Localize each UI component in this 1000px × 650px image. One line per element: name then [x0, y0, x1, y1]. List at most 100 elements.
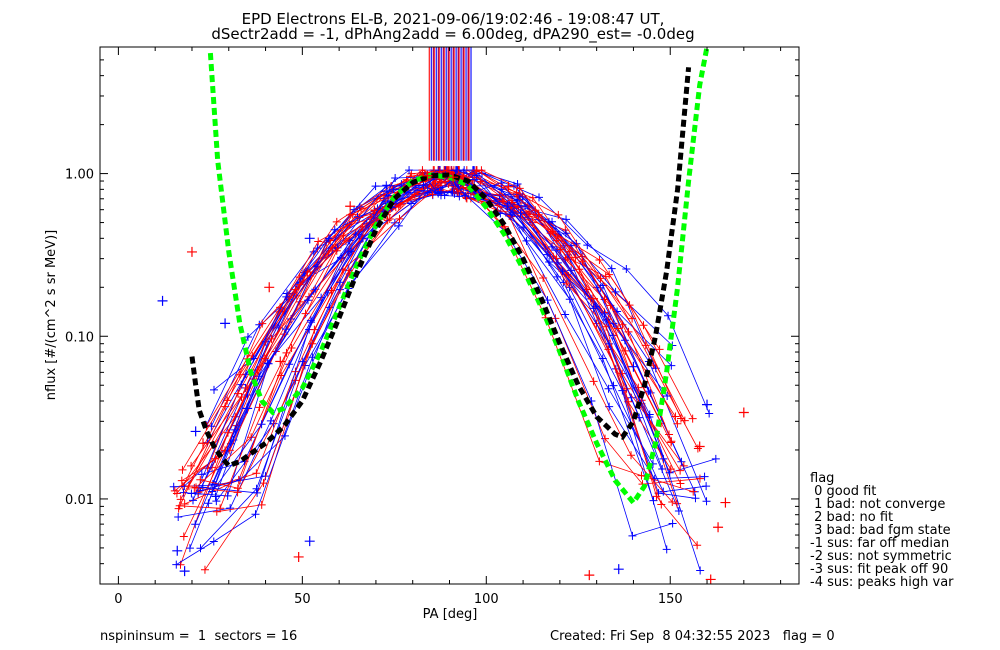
flag-legend: flag 0 good fit 1 bad: not converge 2 ba…: [810, 471, 954, 590]
data-point: [317, 293, 326, 302]
data-point: [282, 292, 291, 301]
legend-item: -1 sus: far off median: [810, 536, 949, 551]
data-point: [428, 190, 437, 199]
data-point: [441, 177, 450, 186]
data-point: [713, 522, 724, 533]
data-point: [524, 212, 533, 221]
data-point: [251, 510, 260, 519]
data-point: [220, 318, 231, 329]
x-tick-label: 100: [474, 592, 499, 607]
data-point: [693, 541, 702, 550]
profile-trace: [204, 170, 698, 571]
data-point: [696, 566, 705, 575]
black-fit-curve: [189, 67, 692, 469]
legend-item: 0 good fit: [810, 484, 876, 499]
data-point: [556, 245, 565, 254]
data-point: [624, 327, 633, 336]
data-point: [253, 488, 262, 497]
data-point: [644, 387, 653, 396]
profile-trace: [212, 176, 668, 485]
data-point: [186, 246, 197, 257]
profile-trace: [182, 169, 694, 471]
profile-trace: [211, 169, 696, 492]
data-point: [673, 419, 682, 428]
data-point: [252, 469, 261, 478]
data-point: [255, 403, 264, 412]
data-point: [189, 496, 198, 505]
profile-trace: [181, 184, 685, 482]
data-point: [391, 173, 400, 182]
data-point: [385, 214, 394, 223]
data-point: [595, 255, 604, 264]
data-point: [673, 499, 682, 508]
data-point: [295, 273, 304, 282]
data-point: [332, 246, 341, 255]
data-point: [674, 507, 683, 516]
data-point: [436, 191, 445, 200]
data-point: [652, 492, 661, 501]
data-point: [513, 196, 522, 205]
data-point: [565, 295, 574, 304]
data-point: [543, 296, 552, 305]
data-point: [688, 414, 697, 423]
data-point: [668, 519, 677, 528]
data-point: [554, 210, 563, 219]
data-point: [513, 179, 522, 188]
data-point: [381, 186, 392, 197]
data-point: [346, 211, 355, 220]
data-point: [371, 182, 380, 191]
data-point: [455, 192, 464, 201]
data-point: [589, 304, 598, 313]
data-point: [596, 274, 605, 283]
x-tick-label: 50: [294, 592, 311, 607]
data-point: [187, 461, 196, 470]
data-point: [350, 205, 359, 214]
spike-layer: [428, 47, 472, 161]
data-point: [264, 282, 275, 293]
x-axis-ticks: 0 50 100 150: [114, 47, 782, 607]
data-point: [562, 215, 571, 224]
data-point: [260, 354, 269, 363]
profile-trace: [194, 182, 664, 525]
data-point: [600, 309, 609, 318]
data-point: [306, 316, 315, 325]
data-point: [611, 287, 620, 296]
data-point: [174, 512, 183, 521]
profile-trace: [192, 173, 650, 501]
profile-trace: [178, 177, 676, 509]
data-point: [172, 560, 181, 569]
legend-item: -2 sus: not symmetric: [810, 549, 952, 564]
data-point: [583, 241, 592, 250]
data-point: [370, 206, 379, 215]
data-point: [666, 465, 675, 474]
data-point: [169, 482, 178, 491]
data-point: [395, 214, 404, 223]
data-point: [200, 565, 209, 574]
data-point: [295, 280, 304, 289]
data-point: [210, 385, 219, 394]
data-point: [472, 166, 481, 175]
legend-item: 3 bad: bad fgm state: [810, 523, 951, 538]
y-axis-title: nflux [#/(cm^2 s sr MeV)]: [44, 230, 59, 400]
data-point: [604, 384, 613, 393]
data-point: [448, 172, 459, 183]
data-point: [191, 520, 200, 529]
data-point: [693, 444, 702, 453]
data-point: [221, 402, 230, 411]
data-point: [658, 465, 667, 474]
data-point: [196, 475, 205, 484]
data-point: [668, 497, 677, 506]
data-point: [339, 231, 348, 240]
data-point: [548, 242, 557, 251]
data-point: [179, 488, 188, 497]
data-point: [621, 346, 630, 355]
data-point: [680, 416, 689, 425]
data-point: [587, 293, 598, 304]
data-point: [605, 270, 614, 279]
profile-trace: [184, 173, 662, 505]
data-point: [332, 217, 341, 226]
data-point: [418, 166, 427, 175]
data-point: [382, 181, 391, 190]
data-point: [641, 341, 650, 350]
data-point: [664, 311, 673, 320]
